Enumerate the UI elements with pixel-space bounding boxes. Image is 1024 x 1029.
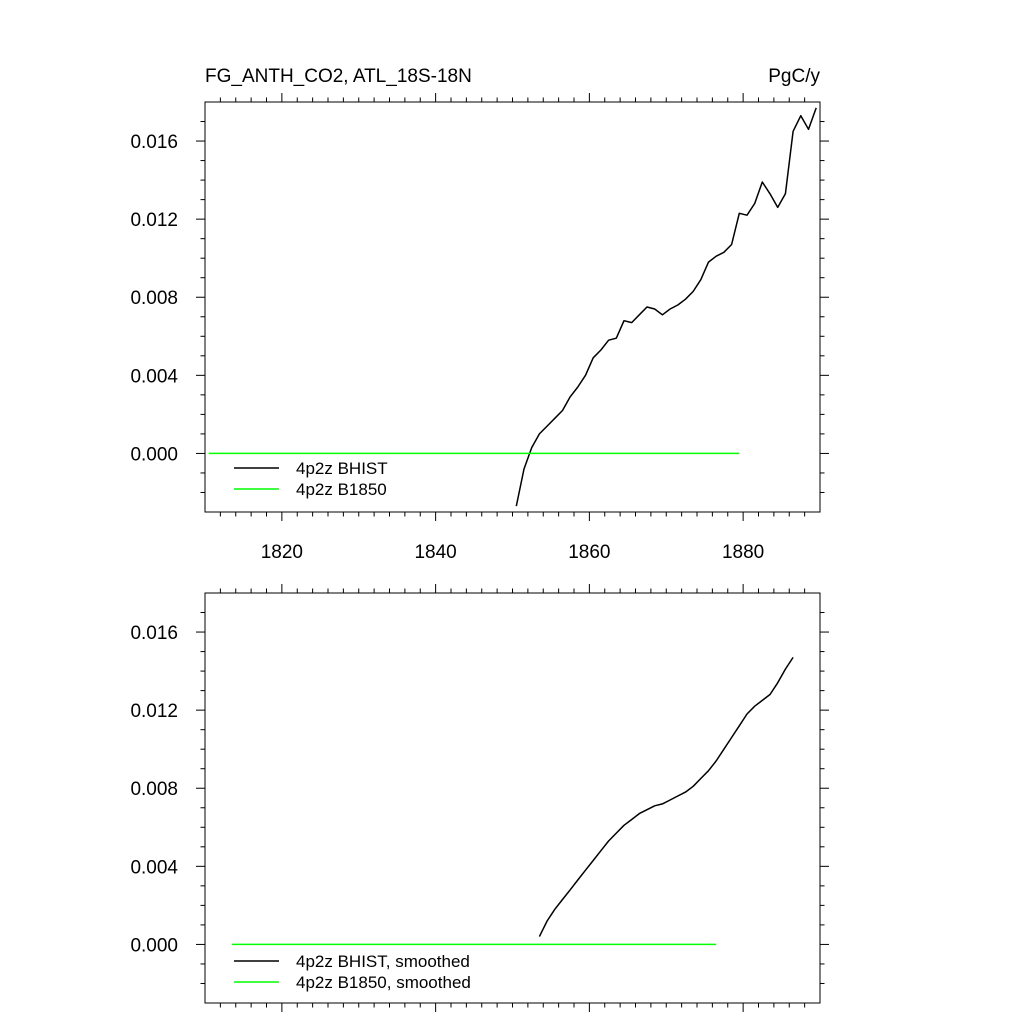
x-tick-label: 1860 [568,542,610,563]
y-tick-label: 0.012 [130,210,178,231]
y-tick-label: 0.016 [130,132,178,153]
units-label: PgC/y [768,66,820,87]
y-tick-label: 0.012 [130,701,178,722]
y-tick-label: 0.000 [130,444,178,465]
bottom-panel: 0.000 0.004 0.008 0.012 0.016 4p2z BHIST, smo… [130,584,829,1012]
y-tick-label: 0.004 [130,366,178,387]
x-tick-label: 1820 [261,542,303,563]
top-panel: 0.000 0.004 0.008 0.012 0.016 1820 1840 1860 188… [130,66,829,563]
legend-label-0: 4p2z BHIST, smoothed [296,952,470,971]
x-tick-label: 1880 [722,542,764,563]
y-tick-label: 0.008 [130,288,178,309]
chart-title: FG_ANTH_CO2, ATL_18S-18N [205,66,472,87]
series-line-0 [538,656,794,937]
y-tick-label: 0.016 [130,623,178,644]
legend-label-1: 4p2z B1850 [296,480,387,499]
y-tick-label: 0.004 [130,857,178,878]
plot-frame [204,101,821,513]
y-tick-label: 0.000 [130,935,178,956]
series-line-0 [515,107,817,507]
legend-label-1: 4p2z B1850, smoothed [296,973,471,992]
y-tick-label: 0.008 [130,779,178,800]
legend-label-0: 4p2z BHIST [296,459,388,478]
plot-frame [204,592,821,1004]
x-tick-label: 1840 [414,542,456,563]
